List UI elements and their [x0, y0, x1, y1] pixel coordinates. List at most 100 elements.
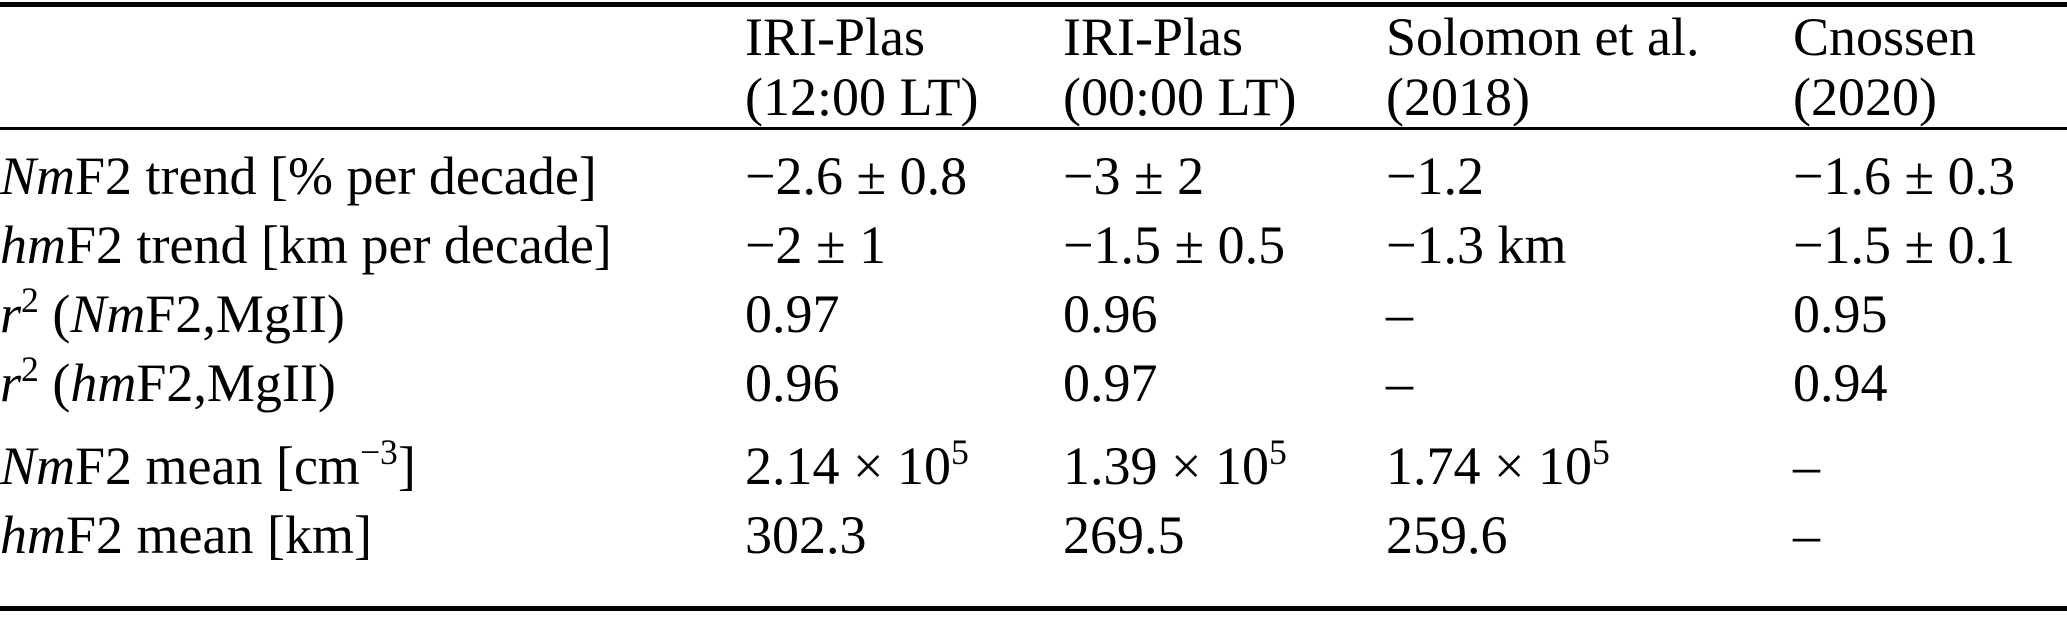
text-segment: 0.97 [745, 284, 840, 344]
cell-r2-nmf2-mgii-iri-plas-0000lt: 0.96 [1063, 280, 1386, 349]
text-segment: −1.6 ± 0.3 [1793, 146, 2016, 206]
text-segment: ( [38, 284, 71, 344]
cell-r2-nmf2-mgii-cnossen-2020: 0.95 [1793, 280, 2067, 349]
text-segment: F2 trend [% per decade] [75, 146, 597, 206]
text-segment: 2 [21, 349, 39, 390]
column-header-cnossen-2020: Cnossen (2020) [1793, 4, 2067, 130]
cell-r2-hmf2-mgii-cnossen-2020: 0.94 [1793, 349, 2067, 418]
row-label-hmf2-mean: hmF2 mean [km] [0, 501, 745, 609]
text-segment: −1.3 km [1386, 215, 1567, 275]
table-row-r2-hmf2-mgii: r2 (hmF2,MgII) 0.96 0.97–0.94 [0, 349, 2067, 418]
cell-hmf2-mean-solomon-2018: 259.6 [1386, 501, 1793, 609]
cell-hmf2-trend-iri-plas-1200lt: −2 ± 1 [745, 211, 1063, 280]
row-label-hmf2-trend: hmF2 trend [km per decade] [0, 211, 745, 280]
text-segment: −2.6 ± 0.8 [745, 146, 968, 206]
table-row-nmf2-mean: NmF2 mean [cm−3] 2.14 × 105 1.39 × 105 1.74… [0, 418, 2067, 501]
text-segment: −1.2 [1386, 146, 1484, 206]
text-segment: 5 [950, 432, 969, 473]
text-segment: F2 mean [km] [66, 505, 372, 565]
cell-r2-nmf2-mgii-solomon-2018: – [1386, 280, 1793, 349]
column-header-line: (2020) [1793, 67, 1937, 127]
text-segment: Nm [0, 436, 76, 496]
cell-r2-hmf2-mgii-iri-plas-1200lt: 0.96 [745, 349, 1063, 418]
table-row-hmf2-trend: hmF2 trend [km per decade] −2 ± 1 −1.5 ± 0… [0, 211, 2067, 280]
text-segment: 0.97 [1063, 353, 1158, 413]
column-header-row-label [0, 4, 745, 130]
text-segment: 0.94 [1793, 353, 1888, 413]
column-header-iri-plas-1200lt: IRI-Plas (12:00 LT) [745, 4, 1063, 130]
text-segment: ( [38, 353, 71, 413]
cell-nmf2-trend-solomon-2018: −1.2 [1386, 129, 1793, 212]
text-segment: – [1386, 353, 1413, 413]
text-segment: −2 ± 1 [745, 215, 887, 275]
text-segment: 269.5 [1063, 505, 1185, 565]
column-header-line: (12:00 LT) [745, 67, 979, 127]
cell-nmf2-trend-iri-plas-0000lt: −3 ± 2 [1063, 129, 1386, 212]
row-label-nmf2-trend: NmF2 trend [% per decade] [0, 129, 745, 212]
text-segment: F2 trend [km per decade] [66, 215, 612, 275]
text-segment: ] [397, 436, 416, 496]
table-header-row: IRI-Plas (12:00 LT) IRI-Plas (00:00 LT) Solo… [0, 4, 2067, 130]
column-header-line: Cnossen [1793, 7, 1977, 67]
text-segment: 0.96 [1063, 284, 1158, 344]
text-segment: −1.5 ± 0.1 [1793, 215, 2016, 275]
text-segment: 1.74 × 10 [1386, 436, 1592, 496]
cell-r2-hmf2-mgii-solomon-2018: – [1386, 349, 1793, 418]
cell-hmf2-trend-cnossen-2020: −1.5 ± 0.1 [1793, 211, 2067, 280]
text-segment: Nm [70, 284, 146, 344]
text-segment: 0.95 [1793, 284, 1888, 344]
cell-hmf2-mean-iri-plas-1200lt: 302.3 [745, 501, 1063, 609]
text-segment: – [1793, 505, 1820, 565]
text-segment: 5 [1591, 432, 1610, 473]
text-segment: 0.96 [745, 353, 840, 413]
text-segment: 2.14 × 10 [745, 436, 951, 496]
column-header-line: Solomon et al. [1386, 7, 1700, 67]
table-row-r2-nmf2-mgii: r2 (NmF2,MgII) 0.97 0.96–0.95 [0, 280, 2067, 349]
text-segment: r [0, 353, 22, 413]
table-body: NmF2 trend [% per decade] −2.6 ± 0.8 −3 ± … [0, 129, 2067, 609]
text-segment: 2 [21, 280, 39, 321]
text-segment: Nm [0, 146, 76, 206]
table-row-hmf2-mean: hmF2 mean [km] 302.3 269.5 259.6– [0, 501, 2067, 609]
cell-nmf2-mean-cnossen-2020: – [1793, 418, 2067, 501]
text-segment: −3 ± 2 [1063, 146, 1205, 206]
text-segment: hm [0, 505, 66, 565]
text-segment: 5 [1268, 432, 1287, 473]
cell-hmf2-trend-iri-plas-0000lt: −1.5 ± 0.5 [1063, 211, 1386, 280]
cell-hmf2-mean-iri-plas-0000lt: 269.5 [1063, 501, 1386, 609]
cell-nmf2-mean-solomon-2018: 1.74 × 105 [1386, 418, 1793, 501]
table-row-nmf2-trend: NmF2 trend [% per decade] −2.6 ± 0.8 −3 ± … [0, 129, 2067, 212]
column-header-line: (2018) [1386, 67, 1530, 127]
results-table: IRI-Plas (12:00 LT) IRI-Plas (00:00 LT) Solo… [0, 2, 2067, 611]
column-header-line: (00:00 LT) [1063, 67, 1297, 127]
text-segment: −3 [359, 432, 398, 473]
text-segment: 302.3 [745, 505, 867, 565]
text-segment: −1.5 ± 0.5 [1063, 215, 1286, 275]
text-segment: 259.6 [1386, 505, 1508, 565]
cell-hmf2-trend-solomon-2018: −1.3 km [1386, 211, 1793, 280]
text-segment: – [1793, 436, 1820, 496]
column-header-iri-plas-0000lt: IRI-Plas (00:00 LT) [1063, 4, 1386, 130]
row-label-r2-hmf2-mgii: r2 (hmF2,MgII) [0, 349, 745, 418]
row-label-r2-nmf2-mgii: r2 (NmF2,MgII) [0, 280, 745, 349]
cell-nmf2-trend-cnossen-2020: −1.6 ± 0.3 [1793, 129, 2067, 212]
cell-nmf2-mean-iri-plas-0000lt: 1.39 × 105 [1063, 418, 1386, 501]
text-segment: hm [70, 353, 137, 413]
text-segment: – [1386, 284, 1413, 344]
cell-nmf2-mean-iri-plas-1200lt: 2.14 × 105 [745, 418, 1063, 501]
table-header: IRI-Plas (12:00 LT) IRI-Plas (00:00 LT) Solo… [0, 4, 2067, 130]
column-header-line: IRI-Plas [745, 7, 925, 67]
text-segment: F2,MgII) [145, 284, 345, 344]
text-segment: 1.39 × 10 [1063, 436, 1269, 496]
cell-r2-nmf2-mgii-iri-plas-1200lt: 0.97 [745, 280, 1063, 349]
cell-r2-hmf2-mgii-iri-plas-0000lt: 0.97 [1063, 349, 1386, 418]
text-segment: F2 mean [cm [75, 436, 360, 496]
column-header-solomon-2018: Solomon et al. (2018) [1386, 4, 1793, 130]
text-segment: r [0, 284, 22, 344]
text-segment: F2,MgII) [136, 353, 336, 413]
text-segment: hm [0, 215, 66, 275]
cell-hmf2-mean-cnossen-2020: – [1793, 501, 2067, 609]
cell-nmf2-trend-iri-plas-1200lt: −2.6 ± 0.8 [745, 129, 1063, 212]
row-label-nmf2-mean: NmF2 mean [cm−3] [0, 418, 745, 501]
